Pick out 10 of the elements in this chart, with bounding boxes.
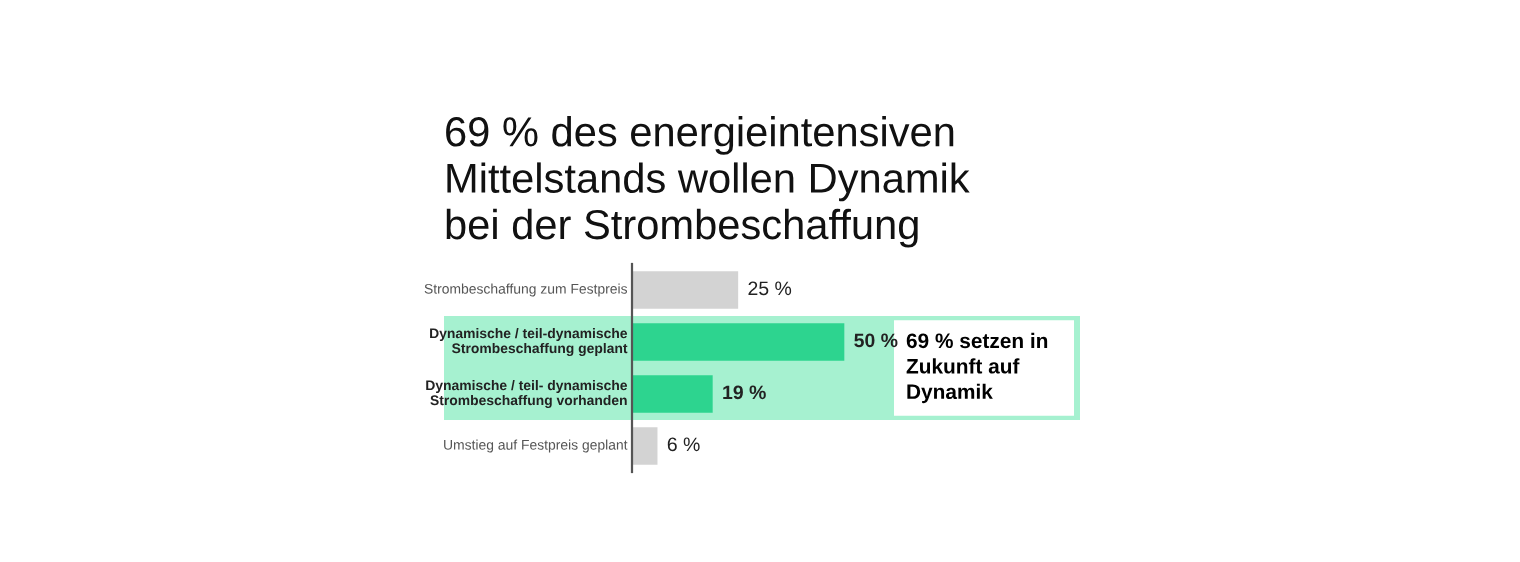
bar [632, 427, 658, 465]
band-label: 69 % setzen in Zukunft auf Dynamik [906, 332, 1048, 404]
data-label: 25 % [748, 281, 792, 296]
chart-title: 69 % des energieintensiven Mittelstands wollen Dynamik bei der Strombeschaffung [446, 116, 970, 248]
bar [632, 323, 845, 361]
bar [632, 375, 713, 413]
bar [632, 271, 739, 309]
data-label: 6 % [667, 437, 700, 452]
data-label: 50 % [854, 333, 898, 348]
data-label: 19 % [723, 385, 766, 400]
